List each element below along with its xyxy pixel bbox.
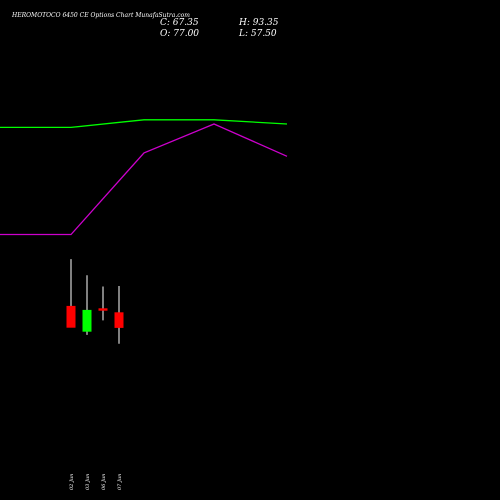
candles-group bbox=[66, 259, 124, 344]
x-tick-3: 06 Jun bbox=[101, 474, 107, 490]
low-value: L: 57.50 bbox=[238, 29, 277, 39]
indicator-line-2 bbox=[0, 123, 288, 236]
candle-body-1 bbox=[66, 305, 76, 328]
candle-body-4 bbox=[114, 312, 124, 328]
open-value: O: 77.00 bbox=[160, 29, 199, 39]
indicator-line-1 bbox=[0, 119, 288, 129]
chart-title: HEROMOTOCO 6450 CE Options Chart MunafaS… bbox=[11, 12, 190, 19]
high-value: H: 93.35 bbox=[238, 18, 279, 28]
candle-body-3 bbox=[98, 308, 108, 311]
close-value: C: 67.35 bbox=[160, 18, 199, 28]
indicator-lines bbox=[0, 119, 288, 236]
candle-body-2 bbox=[82, 309, 92, 332]
x-tick-1: 02 Jun bbox=[69, 474, 75, 490]
x-tick-labels: 02 Jun 03 Jun 06 Jun 07 Jun bbox=[69, 474, 123, 490]
x-tick-2: 03 Jun bbox=[85, 474, 91, 490]
x-tick-4: 07 Jun bbox=[117, 474, 123, 490]
